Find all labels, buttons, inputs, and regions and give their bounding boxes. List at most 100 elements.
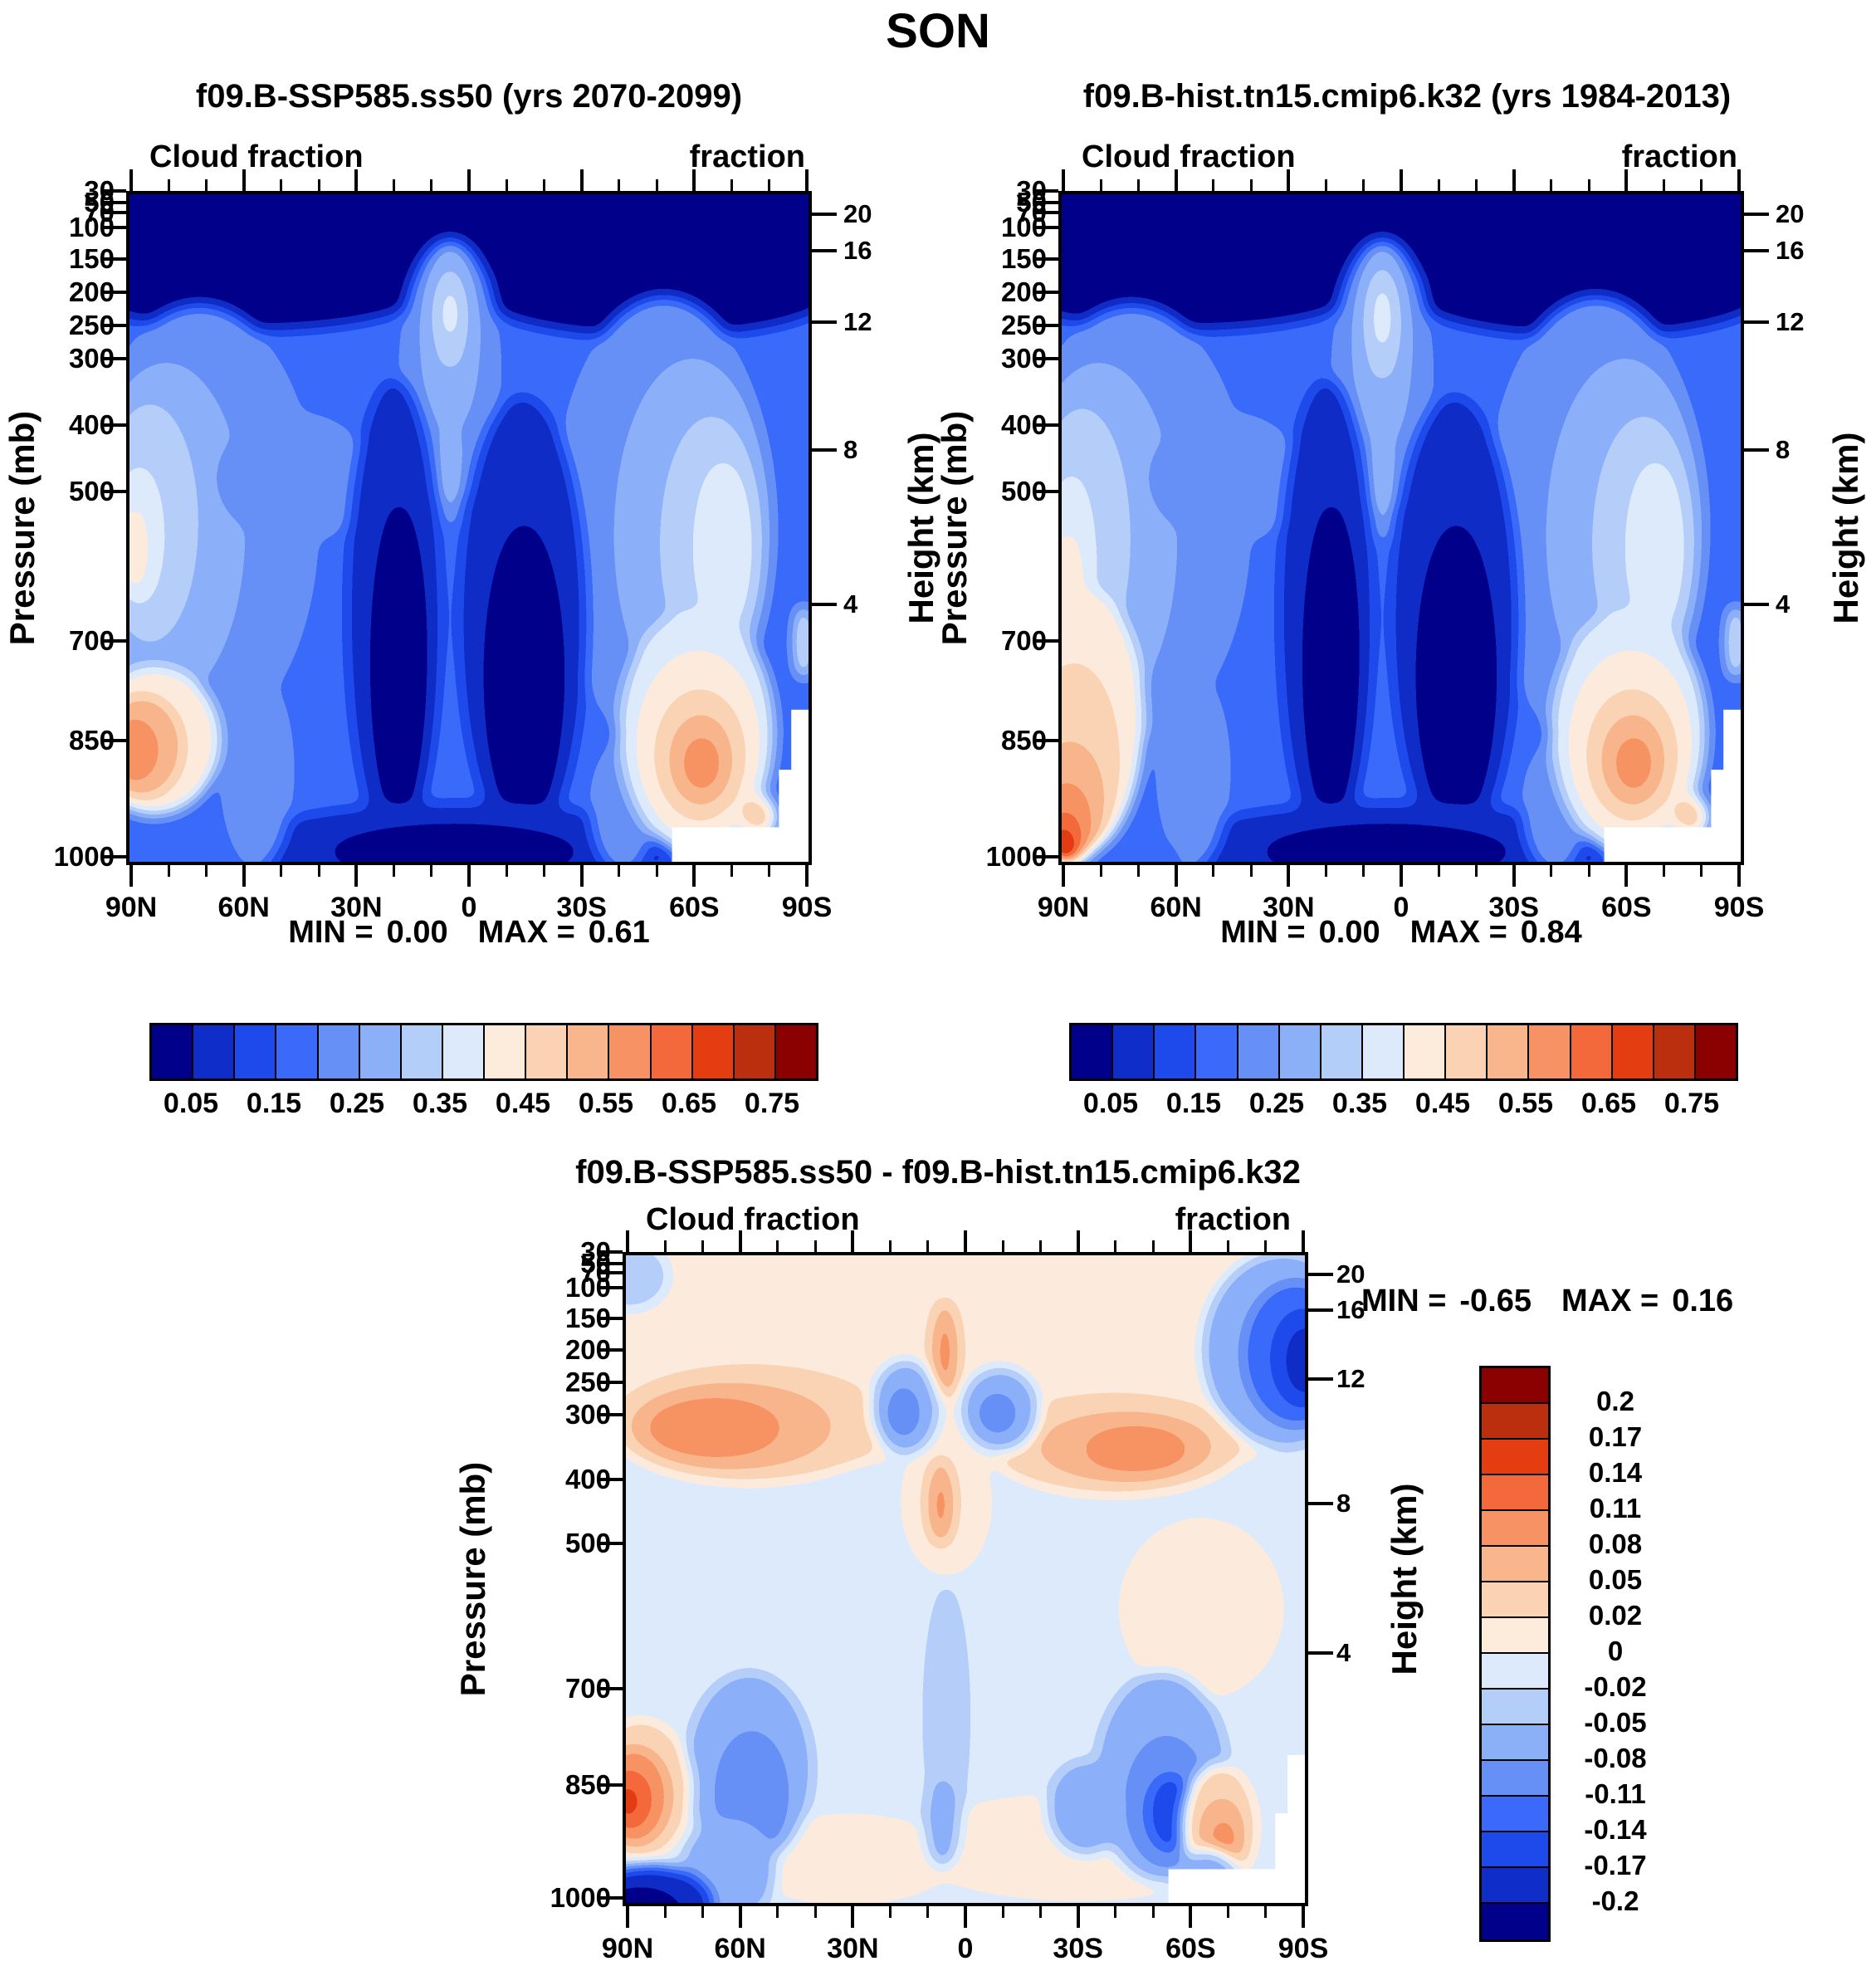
pressure-tick (1033, 257, 1058, 261)
colorbar-cell (1196, 1025, 1238, 1078)
min-value: 0.00 (386, 915, 448, 950)
latitude-tick-label: 30S (556, 892, 607, 923)
latitude-tick (280, 179, 283, 191)
latitude-tick-label: 90S (1278, 1933, 1329, 1964)
latitude-tick-label: 60S (669, 892, 720, 923)
latitude-tick (1325, 865, 1328, 877)
height-tick-label: 4 (1776, 589, 1791, 619)
pressure-tick-label: 200 (1000, 276, 1047, 307)
height-tick (1744, 213, 1769, 216)
latitude-tick (1737, 169, 1741, 191)
latitude-tick-label: 90N (601, 1933, 654, 1964)
pressure-tick (101, 211, 126, 214)
pressure-tick (598, 1478, 623, 1481)
pressure-tick (101, 257, 126, 261)
latitude-tick (1227, 1906, 1230, 1918)
latitude-tick (1400, 169, 1403, 191)
pressure-tick-label: 400 (1000, 409, 1047, 440)
colorbar-cell (276, 1025, 319, 1078)
colorbar-fraction (149, 1023, 818, 1081)
latitude-tick (1437, 865, 1440, 877)
colorbar-label: 0.45 (1414, 1088, 1471, 1119)
colorbar-label: 0.65 (1580, 1088, 1637, 1119)
pressure-tick (1033, 226, 1058, 229)
height-tick (1308, 1308, 1333, 1312)
colorbar-cell (1482, 1582, 1548, 1618)
latitude-tick (1287, 169, 1291, 191)
latitude-tick (655, 179, 658, 191)
pressure-tick (598, 1687, 623, 1690)
latitude-tick (1212, 179, 1215, 191)
height-tick (1744, 249, 1769, 252)
colorbar-cell (1321, 1025, 1363, 1078)
latitude-tick-label: 0 (1393, 892, 1409, 923)
latitude-tick (701, 1240, 704, 1252)
pressure-tick (101, 226, 126, 229)
plot-area (126, 191, 812, 865)
latitude-tick (1099, 179, 1102, 191)
latitude-tick (1249, 179, 1253, 191)
pressure-tick-label: 300 (564, 1399, 611, 1430)
pressure-tick-label: 200 (564, 1334, 611, 1365)
pressure-tick (101, 423, 126, 427)
colorbar-cell (1482, 1868, 1548, 1904)
colorbar-label: 0.05 (163, 1088, 219, 1119)
latitude-tick-label: 60S (1601, 892, 1652, 923)
height-tick-label: 4 (843, 589, 858, 619)
colorbar-cell (1482, 1511, 1548, 1547)
height-tick (1308, 1651, 1333, 1655)
colorbar-cell (1612, 1025, 1654, 1078)
pressure-tick-label: 70 (580, 1257, 611, 1288)
colorbar-cell (1482, 1654, 1548, 1690)
pressure-tick-label: 850 (564, 1769, 611, 1800)
stats-line: MIN = -0.65 MAX = 0.16 (1361, 1284, 1733, 1319)
pressure-tick-label: 150 (1000, 243, 1047, 274)
colorbar-cell (318, 1025, 360, 1078)
height-tick-label: 8 (1776, 435, 1791, 464)
colorbar-label: 0.08 (1588, 1528, 1643, 1559)
latitude-tick (738, 1230, 742, 1252)
latitude-tick-label: 60N (714, 1933, 766, 1964)
latitude-tick (1001, 1240, 1004, 1252)
latitude-tick (730, 865, 734, 877)
latitude-tick (467, 169, 471, 191)
latitude-tick (1325, 179, 1328, 191)
latitude-tick-label: 30S (1488, 892, 1539, 923)
latitude-tick (317, 179, 320, 191)
latitude-tick (1550, 865, 1553, 877)
colorbar-cell (1482, 1475, 1548, 1511)
latitude-tick (1663, 865, 1666, 877)
panel-title: f09.B-SSP585.ss50 (yrs 2070-2099) (195, 78, 743, 115)
pressure-tick-label: 250 (1000, 310, 1047, 340)
pressure-tick (101, 324, 126, 327)
terrain-mask (1168, 1754, 1305, 1903)
pressure-tick (598, 1348, 623, 1352)
latitude-tick (1474, 865, 1478, 877)
latitude-tick (1362, 865, 1365, 877)
latitude-tick (1189, 1230, 1193, 1252)
colorbar-label: 0.35 (412, 1088, 468, 1119)
pressure-tick (101, 739, 126, 742)
colorbar-label: -0.2 (1591, 1885, 1639, 1916)
height-tick (1744, 603, 1769, 606)
pressure-tick-label: 250 (564, 1367, 611, 1397)
height-tick-label: 12 (1776, 307, 1805, 336)
height-tick-label: 16 (843, 236, 872, 265)
panel-subtitle-left: Cloud fraction (149, 139, 364, 174)
latitude-tick (964, 1906, 967, 1928)
colorbar-cell (1362, 1025, 1405, 1078)
latitude-tick-label: 60N (217, 892, 270, 923)
height-axis-label: Height (km) (1385, 1483, 1424, 1675)
latitude-tick (167, 865, 170, 877)
latitude-tick (1512, 169, 1516, 191)
min-label: MIN = (1220, 915, 1306, 950)
colorbar-cell (1072, 1025, 1114, 1078)
colorbar-cell (359, 1025, 402, 1078)
colorbar-cell (1482, 1440, 1548, 1475)
latitude-tick (579, 865, 584, 887)
latitude-tick-label: 90N (105, 892, 158, 923)
panel-subtitle-left: Cloud fraction (1082, 139, 1296, 174)
colorbar-cell (1695, 1025, 1736, 1078)
colorbar-label: -0.08 (1584, 1743, 1647, 1773)
